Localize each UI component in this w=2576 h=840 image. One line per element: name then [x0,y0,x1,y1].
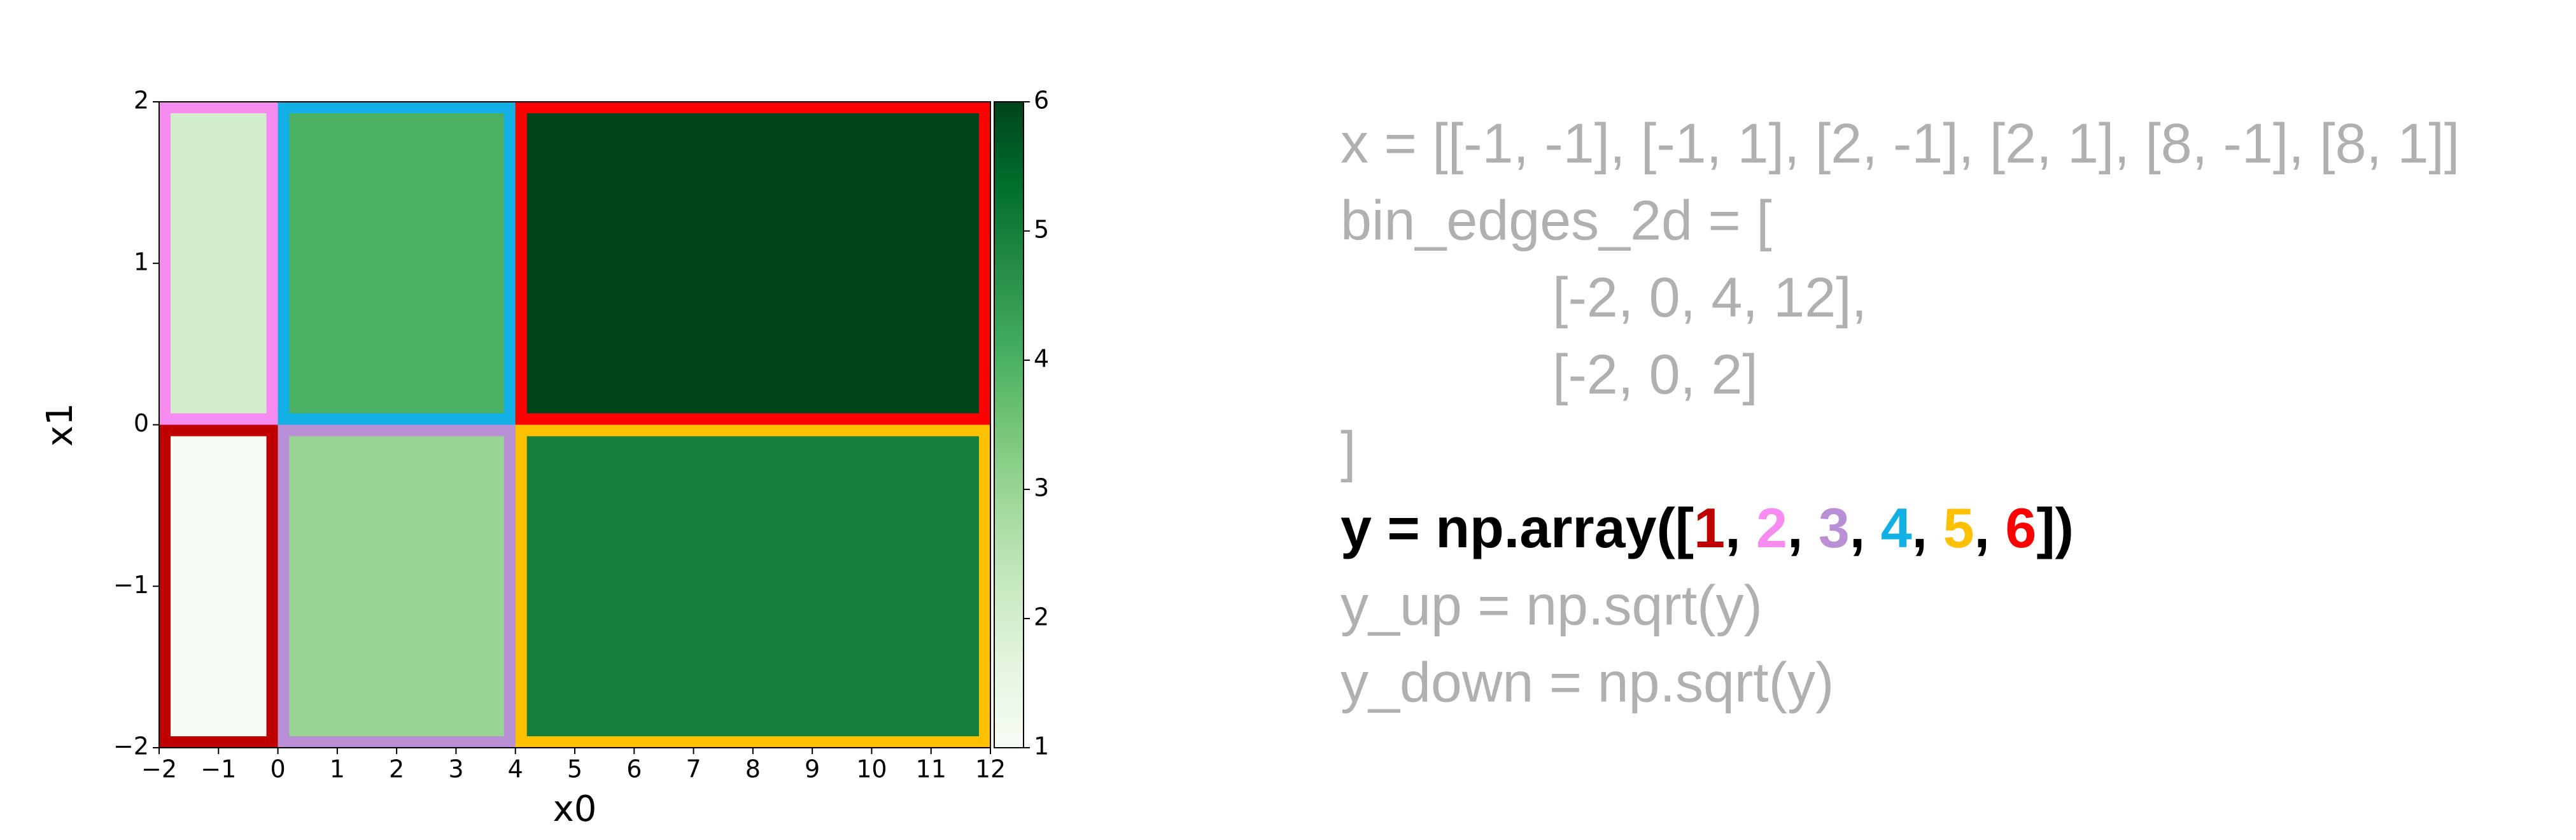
x-tick-label: 5 [567,755,582,783]
heatmap-cell [159,424,278,748]
code-segment: ]) [2036,496,2074,559]
colorbar-tick-label: 5 [1034,216,1049,244]
x-tick-label: 7 [686,755,701,783]
code-segment: , [1725,496,1756,559]
y-tick-label: 2 [134,87,149,115]
x-tick-label: −1 [201,755,236,783]
x-tick-label: 0 [270,755,285,783]
cell-highlight-box [515,424,990,748]
colorbar-tick-label: 3 [1034,474,1049,502]
code-segment: 6 [2005,496,2036,559]
code-segment: , [1912,496,1943,559]
cell-highlight-box [278,424,516,748]
colorbar-tick-label: 1 [1034,732,1049,760]
code-line: ] [1341,419,1356,482]
colorbar-tick-label: 6 [1034,87,1049,115]
colorbar-tick-label: 2 [1034,603,1049,631]
code-segment: , [1974,496,2006,559]
code-line: y_up = np.sqrt(y) [1341,573,1763,636]
cell-highlight-box [159,424,278,748]
y-axis-label: x1 [39,403,81,447]
code-segment: 5 [1943,496,1974,559]
code-segment: 2 [1756,496,1787,559]
x-tick-label: 4 [508,755,523,783]
code-segment: y = np.array([ [1341,496,1694,559]
y-tick-label: −1 [113,571,149,599]
cell-highlight-box [159,102,278,425]
x-tick-label: −2 [141,755,177,783]
colorbar [994,101,1024,748]
code-segment: , [1787,496,1819,559]
code-line-highlight: y = np.array([1, 2, 3, 4, 5, 6]) [1341,496,2074,559]
colorbar-tick-label: 4 [1034,345,1049,373]
y-tick-label: 0 [134,409,149,437]
x-tick-label: 2 [389,755,404,783]
heatmap-cell [278,424,516,748]
x-tick-label: 1 [330,755,345,783]
code-line: y_down = np.sqrt(y) [1341,650,1834,713]
code-segment: 4 [1881,496,1912,559]
code-line: [-2, 0, 2] [1552,342,1758,405]
heatmap-cell [278,102,516,425]
y-tick-label: −2 [113,732,149,760]
heatmap-cell [159,102,278,425]
y-tick-label: 1 [134,248,149,276]
cell-highlight-box [278,102,516,425]
x-axis-label: x0 [553,788,597,830]
x-tick-label: 12 [975,755,1006,783]
heatmap-cell [515,102,990,425]
cell-highlight-box [515,102,990,425]
x-tick-label: 3 [448,755,463,783]
code-segment: 1 [1694,496,1725,559]
x-tick-label: 9 [805,755,820,783]
code-line: bin_edges_2d = [ [1341,188,1772,251]
x-tick-label: 6 [626,755,642,783]
heatmap-cell [515,424,990,748]
x-tick-label: 11 [916,755,947,783]
code-segment: , [1850,496,1881,559]
x-tick-label: 8 [745,755,761,783]
x-tick-label: 10 [856,755,887,783]
code-line: [-2, 0, 4, 12], [1552,265,1867,328]
code-line: x = [[-1, -1], [-1, 1], [2, -1], [2, 1],… [1341,111,2460,174]
code-segment: 3 [1819,496,1850,559]
